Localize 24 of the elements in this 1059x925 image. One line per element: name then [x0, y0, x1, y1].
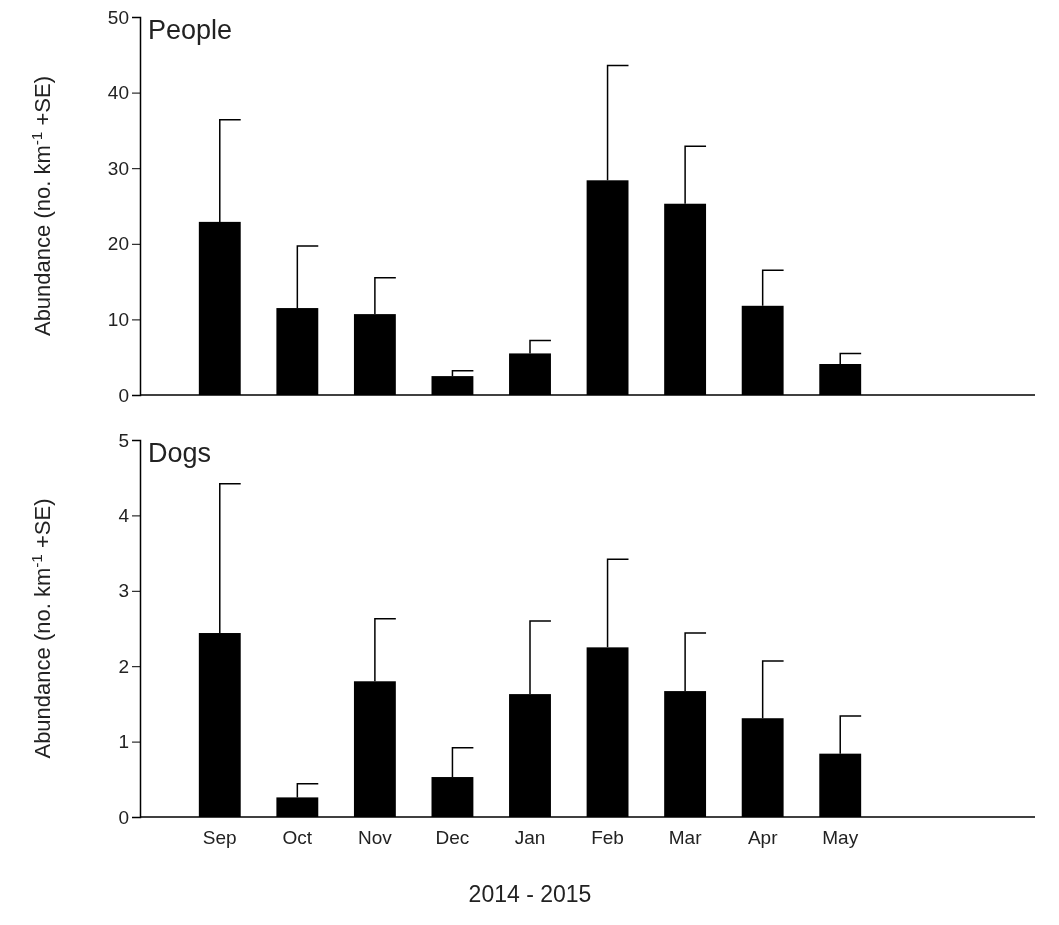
y-tick-label: 30: [107, 157, 129, 179]
y-tick-label: 0: [118, 384, 129, 406]
y-tick-label: 10: [107, 308, 129, 330]
y-tick-label: 5: [118, 429, 129, 451]
x-tick-label: Oct: [282, 827, 313, 849]
x-tick-label: Jan: [514, 827, 546, 849]
x-tick-label: Mar: [668, 827, 703, 849]
x-tick-label: Sep: [202, 827, 237, 849]
y-tick-label: 2: [118, 655, 129, 677]
chart-title: People: [148, 15, 233, 45]
x-tick-label: Apr: [747, 827, 779, 849]
chart-title: Dogs: [148, 438, 212, 468]
y-tick-label: 3: [118, 580, 129, 602]
y-tick-label: 4: [118, 504, 130, 526]
y-tick-label: 0: [118, 806, 129, 828]
y-tick-label: 50: [107, 6, 129, 28]
x-tick-label: Feb: [591, 827, 624, 849]
x-tick-label: Nov: [357, 827, 393, 849]
x-tick-label: May: [822, 827, 859, 849]
y-tick-label: 1: [118, 731, 129, 753]
x-axis-title: 2014 - 2015: [468, 881, 592, 907]
y-tick-label: 20: [107, 233, 129, 255]
x-tick-label: Dec: [435, 827, 470, 849]
y-tick-label: 40: [107, 82, 129, 104]
